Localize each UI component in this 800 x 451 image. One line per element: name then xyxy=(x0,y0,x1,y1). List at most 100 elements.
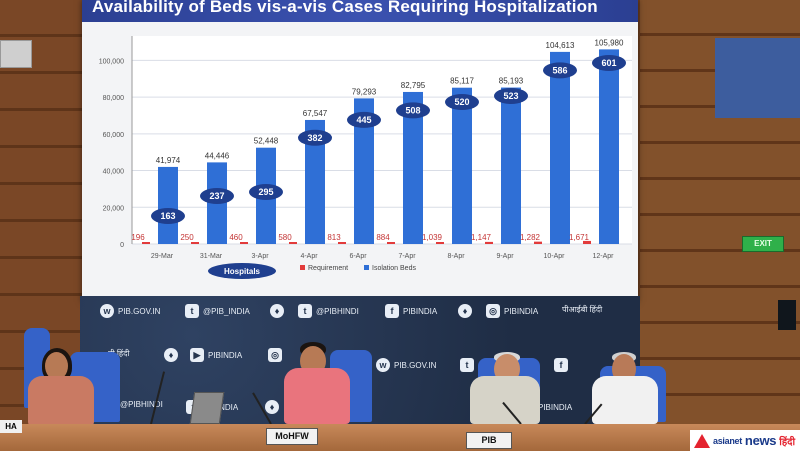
hospitals-value-label: 163 xyxy=(160,211,175,221)
projection-screen: Availability of Beds vis-a-vis Cases Req… xyxy=(82,0,638,302)
requirement-bar xyxy=(289,242,297,244)
t-icon: t xyxy=(185,304,199,318)
hospitals-ellipse xyxy=(249,184,283,200)
logo-triangle-icon xyxy=(694,433,710,448)
hospitals-value-label: 586 xyxy=(552,65,567,75)
air-vent xyxy=(0,40,32,68)
x-tick-label: 10-Apr xyxy=(543,253,565,260)
hospitals-ellipse xyxy=(396,102,430,119)
isolation-beds-bar xyxy=(452,87,472,244)
legend-requirement-label: Requirement xyxy=(308,265,348,272)
isolation-beds-bar xyxy=(550,51,570,245)
hospitals-value-label: 295 xyxy=(258,187,273,197)
requirement-value-label: 1,282 xyxy=(520,233,541,242)
requirement-bar xyxy=(436,242,444,244)
hospitals-ellipse xyxy=(151,208,185,224)
isolation-beds-value-label: 85,117 xyxy=(450,77,474,86)
f-icon: f xyxy=(385,304,399,318)
requirement-bar xyxy=(583,240,591,244)
hospitals-value-label: 601 xyxy=(601,58,616,68)
logo-brand-news: news xyxy=(744,433,777,448)
requirement-bar xyxy=(338,242,346,244)
requirement-value-label: 884 xyxy=(376,233,390,242)
backdrop-text: PIBINDIA xyxy=(538,402,573,412)
requirement-value-label: 580 xyxy=(278,233,292,242)
backdrop-item: t @PIBHINDI xyxy=(298,304,359,318)
backdrop-item: पीआईबी हिंदी xyxy=(562,304,602,315)
y-tick-label: 100,000 xyxy=(99,58,124,65)
bed-availability-chart: 0 20,000 40,000 60,000 80,000 100,000 196 41,9… xyxy=(99,36,632,279)
backdrop-item: f xyxy=(554,358,568,372)
backdrop-text: @PIBHINDI xyxy=(120,400,163,409)
wall-fixture xyxy=(778,300,796,330)
legend-isolation-label: Isolation Beds xyxy=(372,265,416,272)
backdrop-item: w PIB.GOV.IN xyxy=(100,304,160,318)
x-tick-label: 4-Apr xyxy=(300,253,318,260)
window-blue xyxy=(715,38,800,118)
ig-icon: ◎ xyxy=(486,304,500,318)
requirement-bar xyxy=(142,242,150,244)
backdrop-item: ♦ xyxy=(164,348,178,362)
backdrop-item: ◎ xyxy=(268,348,282,362)
logo-language: हिंदी xyxy=(779,436,796,448)
isolation-beds-bar xyxy=(501,87,521,244)
backdrop-item: @PIBHINDI xyxy=(120,400,163,409)
requirement-value-label: 1,039 xyxy=(422,233,443,242)
isolation-beds-bar xyxy=(403,91,423,244)
backdrop-item: ♦ xyxy=(458,304,472,318)
conference-table xyxy=(0,424,800,451)
nameplate-mohfw: MoHFW xyxy=(266,428,318,445)
backdrop-item: ▶ PIBINDIA xyxy=(190,348,242,362)
hospitals-value-label: 445 xyxy=(356,115,371,125)
requirement-value-label: 196 xyxy=(131,233,145,242)
hospitals-value-label: 508 xyxy=(405,105,420,115)
backdrop-item: t xyxy=(460,358,474,372)
backdrop-text: पीआईबी हिंदी xyxy=(562,305,603,314)
legend-hospitals-ellipse xyxy=(208,263,276,279)
backdrop-text: PIBINDIA xyxy=(208,350,243,360)
backdrop-item: w PIB.GOV.IN xyxy=(376,358,436,372)
hospitals-ellipse xyxy=(200,188,234,204)
x-tick-label: 3-Apr xyxy=(251,253,269,260)
y-tick-label: 40,000 xyxy=(103,169,125,176)
chart-title: Availability of Beds vis-a-vis Cases Req… xyxy=(92,0,598,16)
emblem-icon: ♦ xyxy=(164,348,178,362)
backdrop-text: @PIBHINDI xyxy=(316,306,359,316)
backdrop-text: PIB.GOV.IN xyxy=(394,360,437,370)
laptop xyxy=(189,392,225,424)
y-tick-label: 20,000 xyxy=(103,205,125,212)
backdrop-text: PIB.GOV.IN xyxy=(118,306,161,316)
requirement-value-label: 1,147 xyxy=(471,233,492,242)
y-tick-label: 0 xyxy=(120,242,124,249)
x-tick-label: 29-Mar xyxy=(151,253,174,260)
backdrop-item: बी हिंदी xyxy=(108,348,130,359)
x-tick-label: 12-Apr xyxy=(592,253,614,260)
hospitals-ellipse xyxy=(347,111,381,128)
isolation-beds-value-label: 105,980 xyxy=(595,38,624,47)
www-icon: w xyxy=(376,358,390,372)
requirement-value-label: 813 xyxy=(327,233,341,242)
hospitals-ellipse xyxy=(494,87,528,104)
hospitals-ellipse xyxy=(592,54,626,71)
legend-hospitals-label: Hospitals xyxy=(224,267,261,276)
backdrop-text: PIBINDIA xyxy=(504,306,539,316)
hospitals-value-label: 520 xyxy=(454,97,469,107)
y-axis-ticks: 0 20,000 40,000 60,000 80,000 100,000 xyxy=(99,58,124,249)
isolation-beds-value-label: 67,547 xyxy=(303,109,328,118)
isolation-beds-value-label: 52,448 xyxy=(254,137,279,146)
x-tick-label: 7-Apr xyxy=(398,253,416,260)
chart-bars: 196 41,974 163 250 44,446 237 460 52,448 295 580 6… xyxy=(131,38,626,245)
requirement-bar xyxy=(240,242,248,244)
requirement-bar xyxy=(191,242,199,244)
emblem-icon: ♦ xyxy=(265,400,279,414)
emblem-icon: ♦ xyxy=(458,304,472,318)
t-icon: t xyxy=(460,358,474,372)
requirement-value-label: 1,671 xyxy=(569,233,590,242)
backdrop-item: ◎ PIBINDIA xyxy=(486,304,538,318)
x-axis-labels: 29-Mar 31-Mar 3-Apr 4-Apr 6-Apr 7-Apr 8-Apr 9-A… xyxy=(151,253,614,260)
isolation-beds-value-label: 44,446 xyxy=(205,151,230,160)
chart-legend: Hospitals Requirement Isolation Beds xyxy=(208,263,416,279)
logo-brand: asianet xyxy=(713,435,742,446)
requirement-bar xyxy=(387,242,395,244)
nameplate-left: HA xyxy=(0,420,22,433)
